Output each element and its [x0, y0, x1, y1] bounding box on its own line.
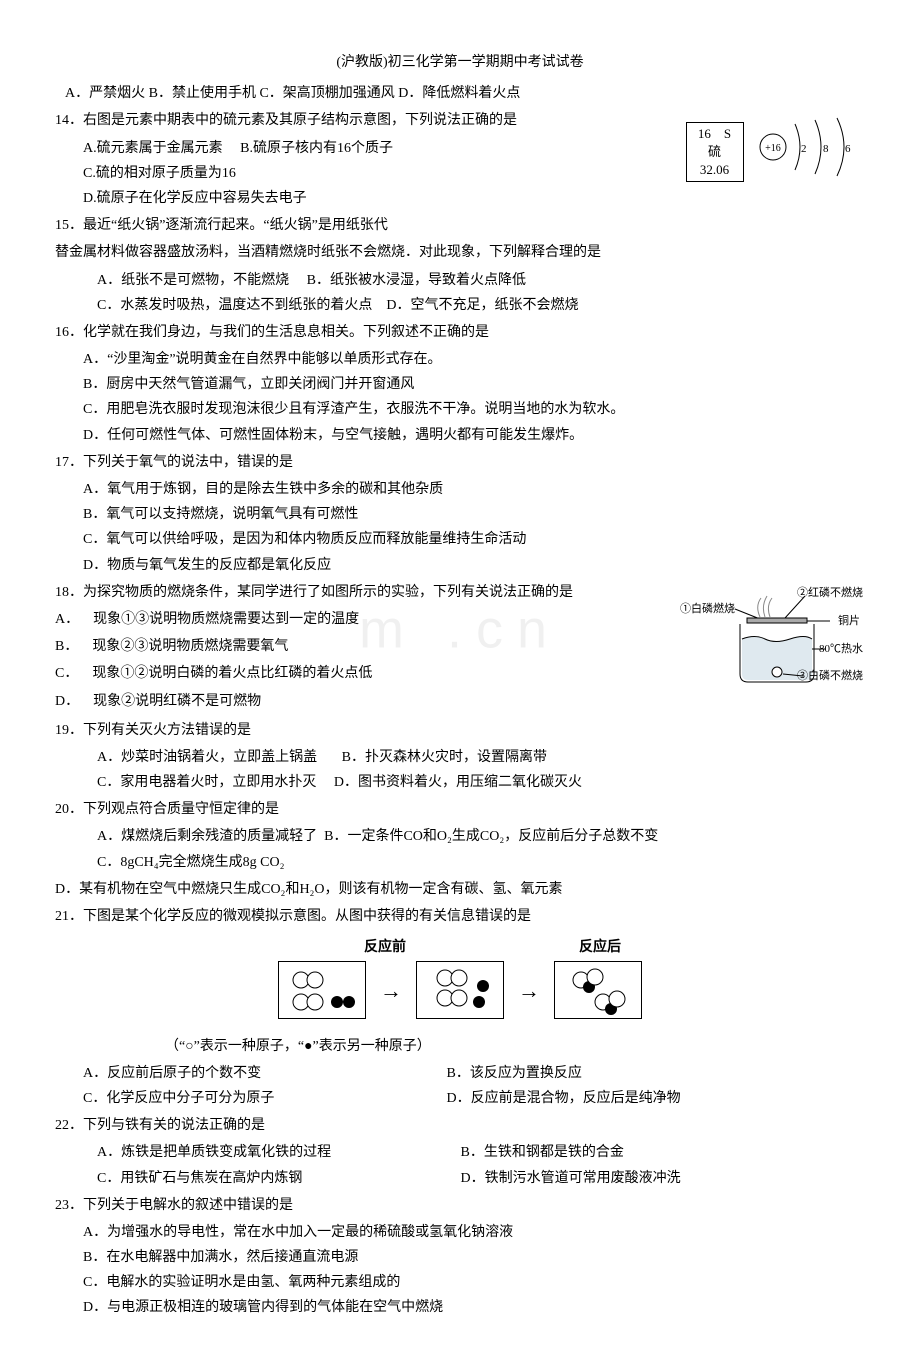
- q21-legend: （“○”表示一种原子，“●”表示另一种原子）: [55, 1034, 865, 1059]
- q21-stem: 21．下图是某个化学反应的微观模拟示意图。从图中获得的有关信息错误的是: [55, 904, 865, 929]
- q17-stem: 17．下列关于氧气的说法中，错误的是: [55, 450, 865, 475]
- q17-opt-b: B．氧气可以支持燃烧，说明氧气具有可燃性: [55, 502, 865, 527]
- q19-opt-d: D．图书资料着火，用压缩二氧化碳灭火: [334, 775, 582, 790]
- q18-opt-c: C． 现象①②说明白磷的着火点比红磷的着火点低: [55, 661, 865, 686]
- q21-opt-d: D．反应前是混合物，反应后是纯净物: [447, 1086, 807, 1111]
- q21-after-label: 反应后: [530, 935, 670, 960]
- nucleus-label: +16: [765, 143, 781, 154]
- q20-opt-c: C．8gCH₄完全燃烧生成8g CO₂: [55, 850, 865, 875]
- q23-stem: 23．下列关于电解水的叙述中错误的是: [55, 1193, 865, 1218]
- q22-opt-c: C．用铁矿石与焦炭在高炉内炼钢: [97, 1166, 457, 1191]
- q18-opt-b: B． 现象②③说明物质燃烧需要氧气: [55, 634, 865, 659]
- shell1-label: 2: [801, 143, 807, 155]
- q19-stem: 19．下列有关灭火方法错误的是: [55, 718, 865, 743]
- q15-stem2: 替金属材料做容器盛放汤料，当酒精燃烧时纸张不会燃烧．对此现象，下列解释合理的是: [55, 240, 865, 265]
- reaction-box-2: [416, 961, 504, 1019]
- q22-stem: 22．下列与铁有关的说法正确的是: [55, 1113, 865, 1138]
- arrow-2: →: [518, 971, 540, 1011]
- q15-opt-b: B．纸张被水浸湿，导致着火点降低: [307, 273, 526, 288]
- shell3-label: 6: [845, 143, 851, 155]
- q15-opt-c: C．水蒸发时吸热，温度达不到纸张的着火点: [97, 298, 372, 313]
- sulfur-cell-bot: 32.06: [687, 161, 743, 179]
- q14-opt-b: B.硫原子核内有16个质子: [240, 141, 393, 156]
- q15-opt-d: D．空气不充足，纸张不会燃烧: [386, 298, 578, 313]
- q16-stem: 16．化学就在我们身边，与我们的生活息息相关。下列叙述不正确的是: [55, 320, 865, 345]
- q23-opt-d: D．与电源正极相连的玻璃管内得到的气体能在空气中燃烧: [55, 1295, 865, 1320]
- q18-opt-d: D． 现象②说明红磷不是可燃物: [55, 689, 865, 714]
- q17-opt-d: D．物质与氧气发生的反应都是氧化反应: [55, 553, 865, 578]
- q22-opt-d: D．铁制污水管道可常用废酸液冲洗: [461, 1166, 821, 1191]
- q15-opt-a: A．纸张不是可燃物，不能燃烧: [97, 273, 289, 288]
- q17-opt-a: A．氧气用于炼钢，目的是除去生铁中多余的碳和其他杂质: [55, 477, 865, 502]
- q21-before-label: 反应前: [315, 935, 455, 960]
- q16-opt-c: C．用肥皂洗衣服时发现泡沫很少且有浮渣产生，衣服洗不干净。说明当地的水为软水。: [55, 397, 865, 422]
- shell2-label: 8: [823, 143, 829, 155]
- q20-opt-d: D．某有机物在空气中燃烧只生成CO₂和H₂O，则该有机物一定含有碳、氢、氧元素: [55, 877, 865, 902]
- q20-opt-b: B．一定条件CO和O₂生成CO₂，反应前后分子总数不变: [324, 829, 658, 844]
- q20-opt-a: A．煤燃烧后剩余残渣的质量减轻了: [97, 829, 317, 844]
- arrow-1: →: [380, 971, 402, 1011]
- q22-opt-a: A．炼铁是把单质铁变成氧化铁的过程: [97, 1140, 457, 1165]
- q21-opt-a: A．反应前后原子的个数不变: [83, 1061, 443, 1086]
- q19-opt-b: B．扑灭森林火灾时，设置隔离带: [342, 750, 547, 765]
- q23-opt-b: B．在水电解器中加满水，然后接通直流电源: [55, 1245, 865, 1270]
- q23-opt-c: C．电解水的实验证明水是由氢、氧两种元素组成的: [55, 1270, 865, 1295]
- q14-opt-a: A.硫元素属于金属元素: [83, 141, 223, 156]
- sulfur-cell-mid: 硫: [687, 143, 743, 161]
- q16-opt-b: B．厨房中天然气管道漏气，立即关闭阀门并开窗通风: [55, 372, 865, 397]
- reaction-box-3: [554, 961, 642, 1019]
- q21-opt-b: B．该反应为置换反应: [447, 1061, 807, 1086]
- q16-opt-a: A．“沙里淘金”说明黄金在自然界中能够以单质形式存在。: [55, 347, 865, 372]
- q20-stem: 20．下列观点符合质量守恒定律的是: [55, 797, 865, 822]
- reaction-box-1: [278, 961, 366, 1019]
- q18-stem: 18．为探究物质的燃烧条件，某同学进行了如图所示的实验，下列有关说法正确的是: [55, 580, 865, 605]
- q16-opt-d: D．任何可燃性气体、可燃性固体粉末，与空气接触，遇明火都有可能发生爆炸。: [55, 423, 865, 448]
- q21-opt-c: C．化学反应中分子可分为原子: [83, 1086, 443, 1111]
- q22-opt-b: B．生铁和钢都是铁的合金: [461, 1140, 821, 1165]
- q15-stem: 15．最近“纸火锅”逐渐流行起来。“纸火锅”是用纸张代: [55, 213, 865, 238]
- q19-opt-a: A．炒菜时油锅着火，立即盖上锅盖: [97, 750, 317, 765]
- q18-opt-a: A． 现象①③说明物质燃烧需要达到一定的温度: [55, 607, 865, 632]
- prev-question-options: A．严禁烟火 B．禁止使用手机 C．架高顶棚加强通风 D．降低燃料着火点: [55, 81, 865, 106]
- q19-opt-c: C．家用电器着火时，立即用水扑灭: [97, 775, 316, 790]
- page-title: (沪教版)初三化学第一学期期中考试试卷: [55, 50, 865, 75]
- q14-stem: 14．右图是元素中期表中的硫元素及其原子结构示意图，下列说法正确的是: [55, 108, 865, 133]
- q21-diagram: 反应前 反应后 → →: [55, 935, 865, 1027]
- q17-opt-c: C．氧气可以供给呼吸，是因为和体内物质反应而释放能量维持生命活动: [55, 527, 865, 552]
- q23-opt-a: A．为增强水的导电性，常在水中加入一定最的稀硫酸或氢氧化钠溶液: [55, 1220, 865, 1245]
